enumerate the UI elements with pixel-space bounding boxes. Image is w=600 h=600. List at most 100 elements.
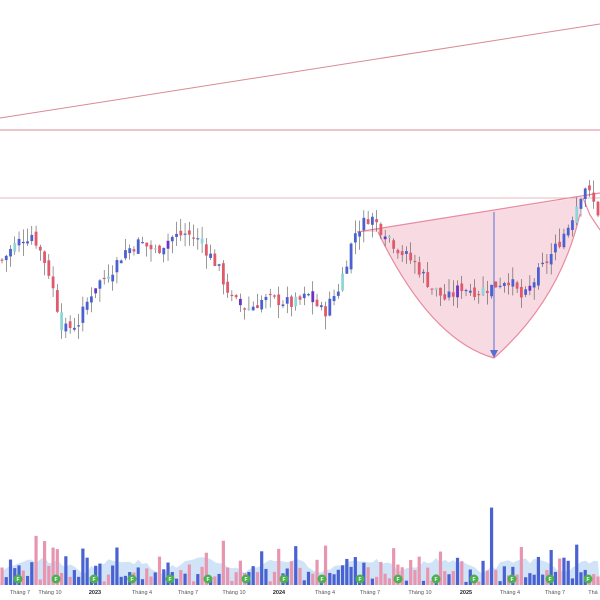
candle-body: [388, 236, 391, 238]
volume-bar: [162, 569, 166, 585]
volume-bar: [85, 557, 89, 585]
candle-body: [358, 231, 361, 237]
volume-bar: [251, 566, 255, 585]
candle-body: [77, 325, 81, 327]
volume-bar: [502, 566, 506, 585]
volume-bar: [464, 581, 468, 585]
event-badge: F: [507, 574, 517, 584]
candle-body: [464, 289, 468, 292]
volume-bar: [579, 572, 583, 585]
volume-bar: [524, 577, 528, 585]
volume-bar: [532, 574, 536, 585]
candle-body: [243, 308, 247, 310]
candle-body: [468, 290, 472, 293]
volume-bar: [272, 571, 277, 585]
candle-body: [64, 323, 68, 332]
volume-bar: [383, 573, 387, 585]
candle-body: [332, 296, 336, 302]
event-badge: F: [165, 574, 175, 584]
event-badge-icon: [507, 574, 517, 584]
event-badge-icon: [13, 574, 23, 584]
candle-body: [583, 188, 587, 199]
candle-body: [439, 287, 442, 296]
volume-bar: [179, 570, 183, 585]
candle-body: [175, 233, 178, 237]
volume-bar: [213, 576, 217, 585]
candle-body: [558, 241, 562, 247]
x-tick-label: Tháng 7: [10, 590, 30, 596]
candle-body: [596, 201, 600, 216]
candle-body: [98, 280, 102, 289]
volume-bar: [153, 572, 157, 585]
event-badge-label: F: [586, 577, 589, 583]
volume-bar: [451, 571, 455, 585]
candle-body: [396, 249, 400, 254]
volume-bar: [306, 571, 311, 585]
volume-bar: [528, 573, 532, 585]
event-badge-icon: [165, 574, 175, 584]
volume-bar: [34, 535, 38, 585]
x-tick-label: Tháng 7: [360, 590, 380, 596]
candle-body: [498, 285, 502, 288]
candle-body: [9, 248, 12, 257]
candle-body: [81, 306, 85, 323]
event-badge-icon: [51, 574, 61, 584]
cup-pattern: [356, 192, 600, 359]
volume-bar: [570, 578, 575, 585]
candle-body: [528, 285, 532, 291]
candle-body: [111, 274, 115, 282]
volume-bar: [562, 557, 566, 585]
volume-bar: [4, 577, 8, 585]
volume-bar: [289, 561, 294, 585]
volume-bar: [226, 567, 230, 585]
event-badge-label: F: [472, 577, 475, 583]
candle-body: [549, 253, 553, 265]
candle-body: [85, 301, 89, 310]
x-tick-label: Tháng 10: [408, 590, 431, 596]
candle-body: [294, 296, 298, 307]
event-badge-icon: [317, 574, 327, 584]
candle-body: [490, 284, 493, 297]
event-badge: F: [203, 574, 213, 584]
volume-bar: [42, 541, 47, 585]
candle-body: [268, 293, 272, 296]
candle-body: [362, 217, 366, 231]
candle-body: [481, 287, 485, 295]
candle-body: [451, 292, 455, 297]
candle-body: [290, 296, 293, 307]
candle-body: [315, 299, 319, 307]
candle-body: [217, 264, 221, 266]
candle-body: [494, 281, 498, 288]
candle-body: [47, 260, 51, 276]
volume-bar: [438, 551, 443, 585]
volume-bar: [315, 559, 319, 585]
candle-body: [366, 219, 370, 224]
candle-body: [477, 293, 481, 296]
volume-bar: [311, 573, 315, 585]
candle-body: [571, 220, 574, 231]
event-badge-label: F: [168, 577, 171, 583]
candle-body: [145, 242, 149, 247]
volume-bar: [443, 571, 447, 585]
event-badge-label: F: [130, 577, 133, 583]
volume-bar: [123, 575, 128, 585]
candle-body: [200, 238, 204, 244]
candle-body: [519, 286, 523, 298]
volume-bar: [592, 574, 596, 585]
x-tick-label: Tháng 4: [315, 590, 335, 596]
x-tick-label: 2023: [89, 590, 101, 596]
candle-body: [187, 230, 191, 235]
candle-body: [345, 266, 349, 274]
volume-bar: [111, 565, 115, 585]
candle-body: [532, 282, 536, 288]
candle-body: [149, 244, 153, 250]
candle-body: [324, 306, 327, 317]
event-badge-label: F: [54, 577, 57, 583]
candle-body: [298, 296, 302, 300]
volume-bar: [536, 556, 540, 585]
event-badge-label: F: [92, 577, 95, 583]
volume-bar: [196, 574, 200, 585]
